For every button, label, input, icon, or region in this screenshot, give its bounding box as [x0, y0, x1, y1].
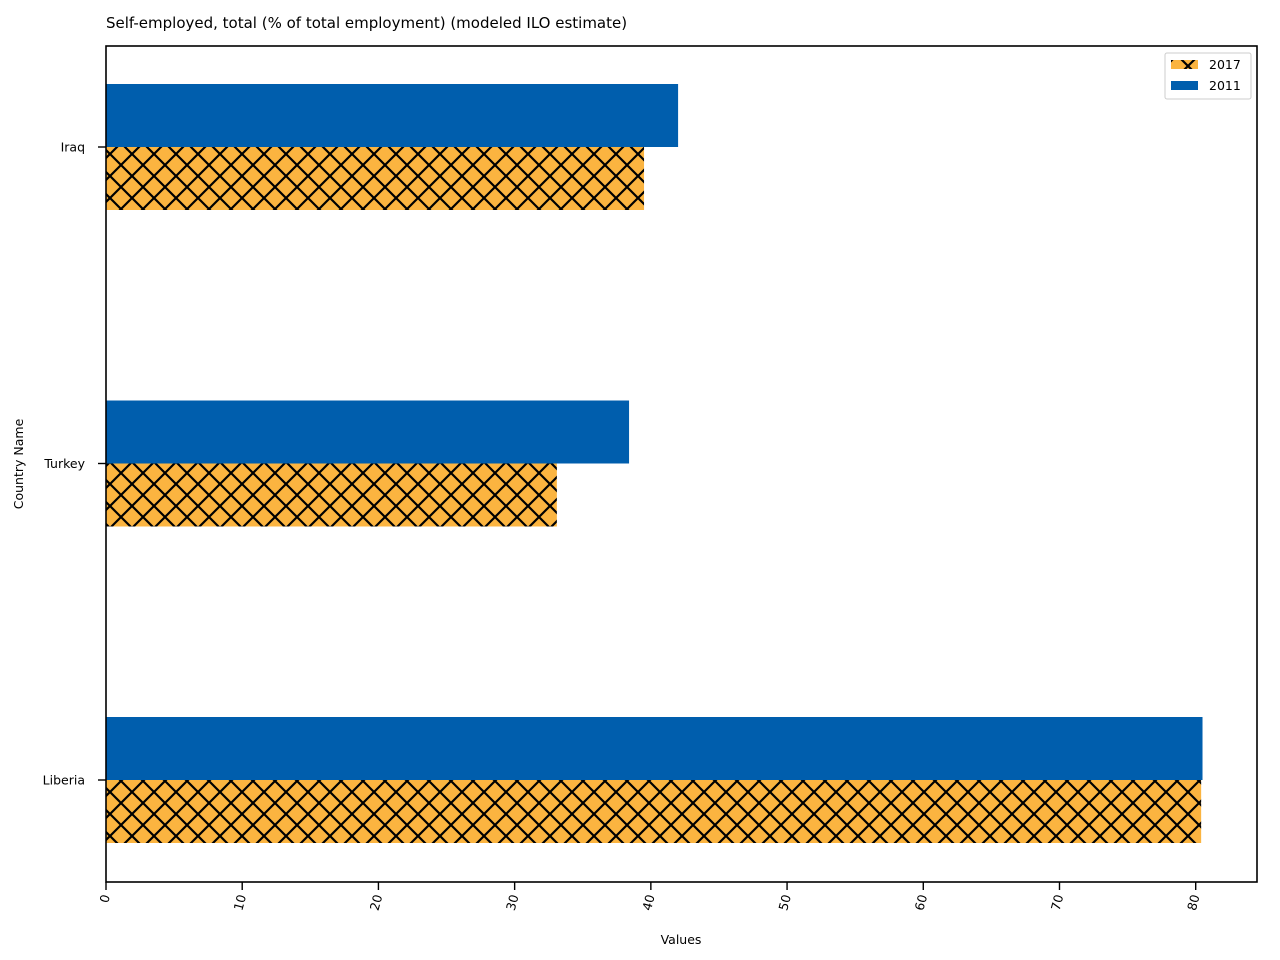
bar-2017-iraq	[106, 147, 645, 210]
bar-2011-iraq	[106, 84, 679, 147]
x-tick-label: 70	[1048, 893, 1067, 912]
x-tick-label: 40	[639, 893, 658, 912]
y-tick-label: Turkey	[43, 456, 85, 471]
legend: 2017 2011	[1164, 52, 1252, 100]
y-tick-label: Liberia	[43, 773, 85, 788]
x-tick-label: 20	[367, 893, 386, 912]
x-tick-label: 50	[775, 893, 794, 912]
chart-title: Self-employed, total (% of total employm…	[106, 14, 627, 32]
legend-label-2017: 2017	[1209, 57, 1241, 72]
legend-label-2011: 2011	[1209, 78, 1241, 93]
y-axis-ticks: Liberia Turkey Iraq	[43, 140, 106, 788]
bar-2017-turkey	[106, 463, 557, 527]
bar-2011-turkey	[106, 400, 630, 464]
x-axis-ticks: 0 10 20 30 40 50 60 70 80	[96, 882, 1203, 912]
bar-2011-liberia	[106, 717, 1203, 780]
y-axis-label: Country Name	[11, 418, 26, 509]
bars	[106, 84, 1203, 843]
x-tick-label: 30	[503, 893, 522, 912]
x-tick-label: 80	[1184, 893, 1203, 912]
x-tick-label: 0	[96, 893, 113, 905]
x-tick-label: 10	[231, 893, 250, 912]
bar-2017-liberia	[106, 780, 1202, 843]
x-tick-label: 60	[912, 893, 931, 912]
legend-swatch-2017	[1171, 60, 1198, 69]
x-axis-label: Values	[661, 932, 702, 947]
y-tick-label: Iraq	[61, 140, 85, 155]
legend-swatch-2011	[1171, 81, 1198, 90]
